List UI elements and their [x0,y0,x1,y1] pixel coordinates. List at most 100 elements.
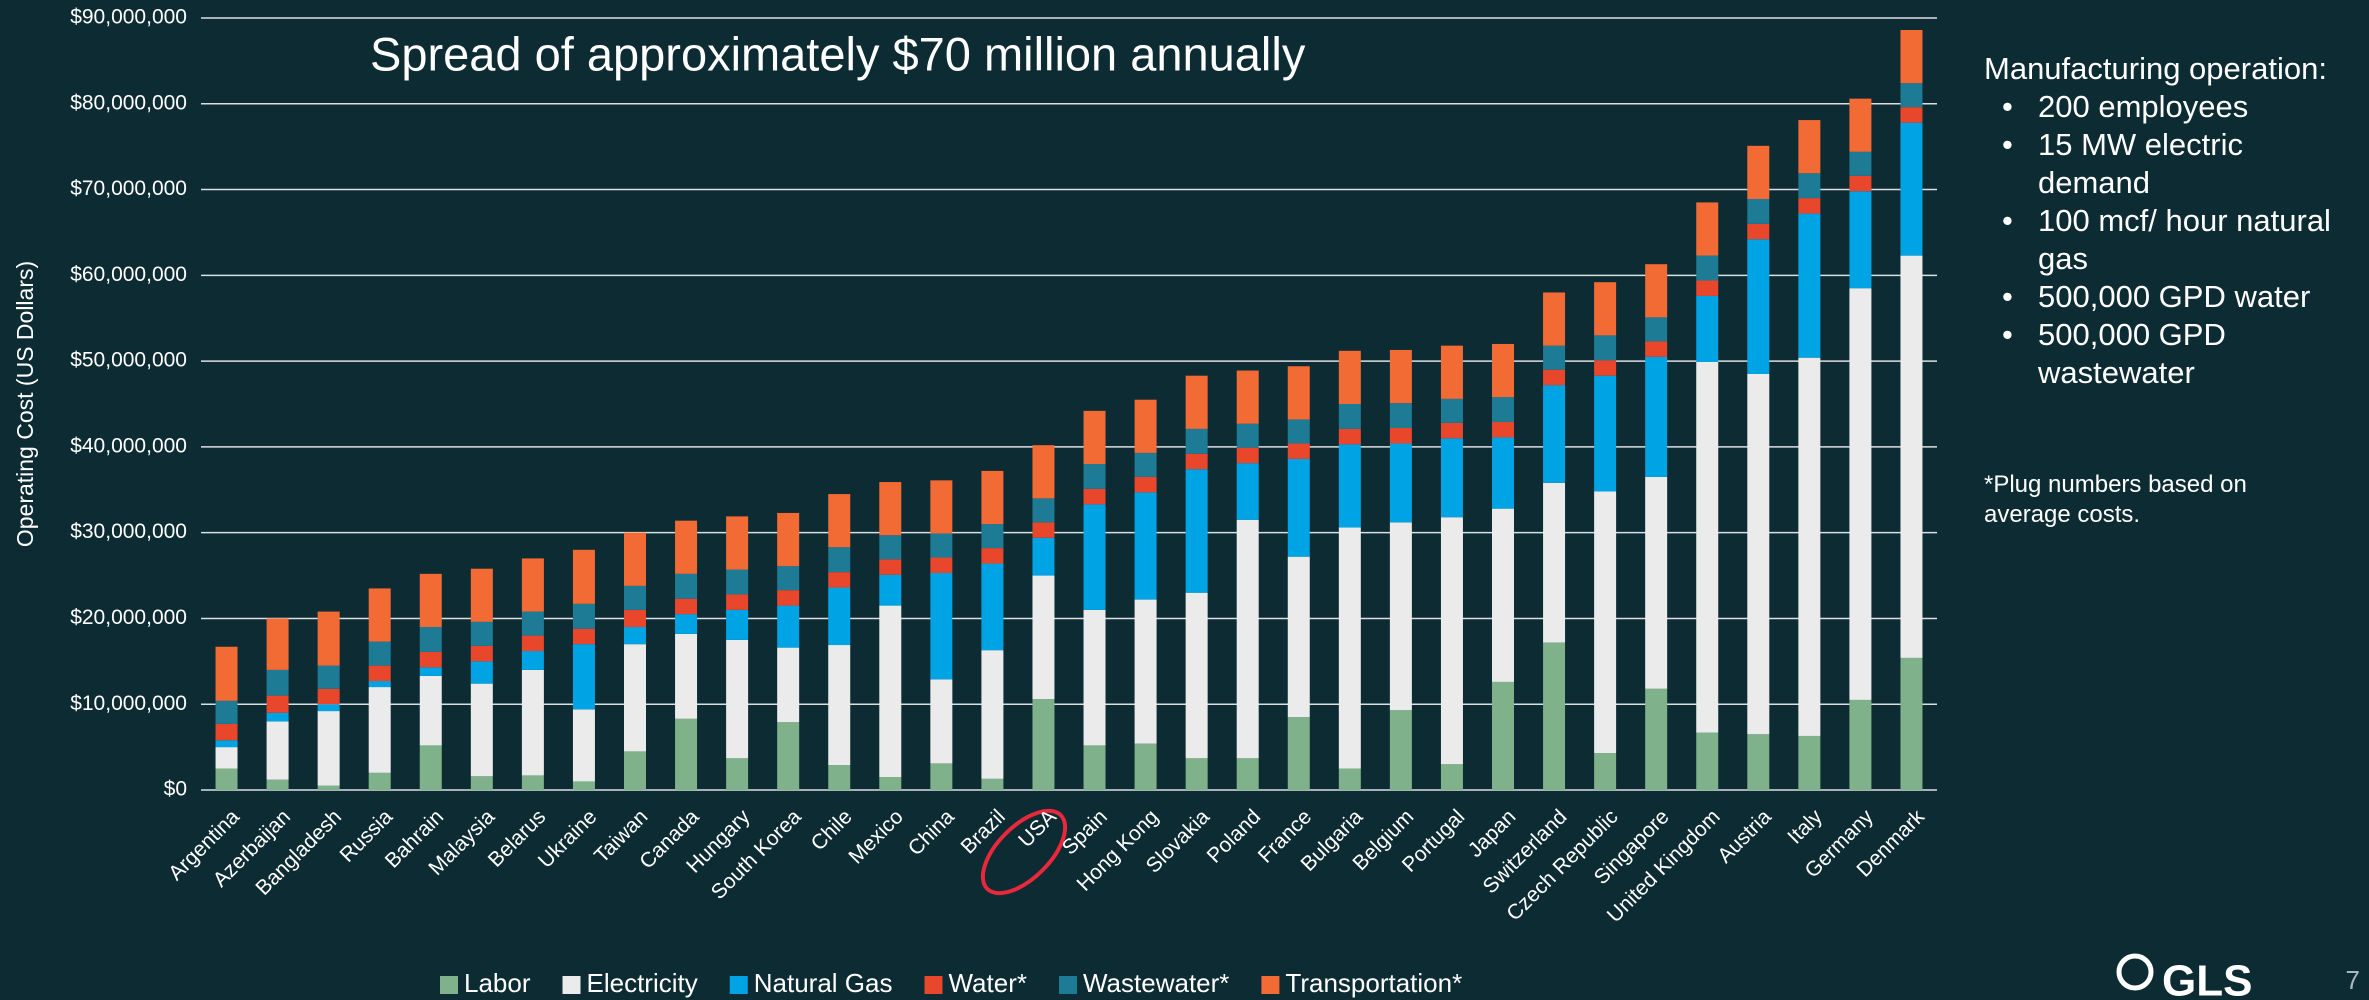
bar-segment [1849,288,1872,700]
bar-segment [777,590,800,606]
bar-segment [1543,385,1566,483]
bar-segment [726,609,749,640]
bar-segment [1440,398,1463,423]
bar-segment [521,611,544,636]
bar-segment [1389,522,1412,711]
bar-segment [828,765,851,790]
bar-segment [1849,699,1872,790]
bar-segment [572,549,595,604]
x-tick-label: Poland [1203,805,1266,868]
bar-segment [1389,443,1412,523]
bar-segment [1645,688,1668,790]
bullet: 100 mcf/ hour natural gas [2002,202,2344,278]
bar-segment [470,776,493,790]
bar-segment [1849,98,1872,152]
bar-segment [1798,357,1821,736]
bar-segment [624,627,646,645]
bar-segment [879,777,902,790]
bar-segment [368,665,391,682]
bar-segment [624,609,646,628]
bar-segment [1594,375,1617,492]
bar-segment [879,559,902,575]
bar-segment [1083,609,1106,746]
bar-segment [266,779,289,790]
bar-segment [368,641,391,666]
bullet: 200 employees [2002,88,2344,126]
bar-segment [930,572,953,680]
x-tick-label: South Korea [707,805,806,904]
bar-segment [930,557,953,573]
legend-label: Wastewater* [1083,968,1229,998]
bar-segment [572,781,595,790]
bar-segment [675,573,698,599]
bar-segment [368,772,391,790]
bar-segment [930,679,953,764]
y-tick-label: $80,000,000 [70,91,187,114]
bullet: 500,000 GPD water [2002,278,2344,316]
bar-segment [1900,122,1923,256]
page-number: 7 [2346,965,2360,995]
bar-segment [215,747,238,769]
bar-segment [521,558,544,612]
bar-segment [828,572,851,588]
bar-segment [1798,173,1821,199]
bar-segment [1032,445,1055,499]
bar-segment [981,563,1004,651]
note: *Plug numbers based on average costs. [1984,471,2247,528]
bar-segment [624,644,646,752]
bar-segment [470,645,493,662]
bar-segment [1543,292,1566,346]
legend-swatch [440,976,458,994]
bar-segment [828,494,851,548]
bar-segment [572,603,595,629]
bar-segment [1696,255,1719,281]
bar-segment [1338,527,1361,769]
bar-segment [675,520,698,574]
logo-text: GLS [2162,957,2252,1000]
bar-segment [1696,295,1719,362]
bar-segment [1185,428,1208,454]
bar-segment [675,598,698,615]
bar-segment [1338,428,1361,445]
bar-segment [215,646,238,701]
y-tick-label: $20,000,000 [70,606,187,629]
bar-segment [777,647,800,723]
bar-segment [1236,463,1259,520]
bar-segment [726,594,749,610]
bar-segment [1185,375,1208,429]
bar-segment [1389,428,1412,444]
bar-segment [1440,438,1463,518]
bar-segment [1696,361,1719,733]
bar-segment [1900,107,1923,123]
bar-segment [1900,657,1923,790]
bar-segment [624,751,646,790]
bar-segment [1543,642,1566,790]
bar-segment [1134,599,1157,744]
bar-segment [1236,370,1259,424]
bar-segment [879,574,902,606]
y-axis-label: Operating Cost (US Dollars) [12,261,38,547]
bar-segment [1849,191,1872,289]
bar-segment [1696,202,1719,256]
x-tick-label: Italy [1783,805,1827,849]
bar-segment [828,645,851,766]
bar-segment [1492,681,1514,790]
bar-segment [266,669,289,696]
bar-segment [1492,422,1514,438]
bar-segment [1083,504,1106,610]
bar-segment [266,618,289,670]
bar-segment [1747,198,1770,224]
bar-segment [1440,517,1463,765]
bar-segment [981,778,1004,790]
bar-segment [726,639,749,759]
bar-segment [1492,508,1514,682]
bar-segment [981,650,1004,779]
bar-segment [1032,575,1055,700]
legend-label: Natural Gas [754,968,893,998]
bar-segment [419,651,442,668]
bar-segment [981,524,1004,549]
bar-segment [1492,343,1514,398]
bar-segment [1185,592,1208,759]
